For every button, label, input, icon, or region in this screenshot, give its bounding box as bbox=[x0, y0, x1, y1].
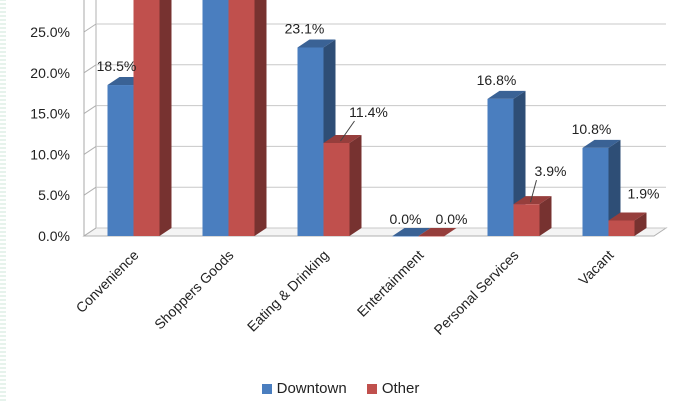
gridline-diagonal bbox=[83, 227, 97, 237]
bar-downtown-convenience bbox=[107, 85, 134, 236]
data-label: 0.0% bbox=[390, 211, 422, 227]
bar-downtown-personal-services bbox=[487, 98, 514, 236]
bar-downtown-shoppers-goods bbox=[202, 0, 229, 236]
x-axis-categories: Convenience Shoppers Goods Eating & Drinki… bbox=[73, 247, 617, 338]
legend-label-downtown: Downtown bbox=[276, 380, 347, 397]
bar-top bbox=[392, 228, 431, 236]
data-label: 23.1% bbox=[285, 21, 325, 37]
x-category-label: Convenience bbox=[73, 247, 142, 316]
y-tick-label: 20.0% bbox=[30, 65, 70, 81]
y-tick-label: 10.0% bbox=[30, 146, 70, 162]
data-label: 10.8% bbox=[572, 121, 612, 137]
bar-top bbox=[608, 212, 647, 221]
gridline-diagonal bbox=[83, 145, 97, 155]
bar-side bbox=[159, 0, 172, 236]
bar-other-shoppers-goods bbox=[228, 0, 255, 236]
gridline-diagonal bbox=[83, 105, 97, 115]
bars bbox=[107, 0, 647, 237]
y-tick-label: 15.0% bbox=[30, 106, 70, 122]
y-axis: 0.0%5.0%10.0%15.0%20.0%25.0%30.0%35.0%40… bbox=[30, 0, 85, 244]
bar-top bbox=[513, 196, 552, 205]
data-label: 1.9% bbox=[628, 185, 660, 201]
x-category-label: Shoppers Goods bbox=[151, 247, 237, 333]
y-tick-label: 5.0% bbox=[38, 187, 70, 203]
legend-swatch-other bbox=[366, 383, 377, 394]
x-category-label: Personal Services bbox=[431, 247, 522, 338]
bar-side bbox=[349, 134, 362, 236]
bar-top bbox=[582, 139, 621, 148]
bar-other-eating-drinking bbox=[323, 142, 350, 236]
y-tick-label: 25.0% bbox=[30, 24, 70, 40]
gridline-diagonal bbox=[83, 186, 97, 196]
bar-other-vacant bbox=[608, 220, 635, 236]
bar-side bbox=[608, 139, 621, 236]
data-label: 16.8% bbox=[477, 72, 517, 88]
data-label: 18.5% bbox=[97, 58, 137, 74]
bar-top bbox=[297, 39, 336, 48]
bar-top bbox=[418, 228, 457, 236]
leader-line bbox=[340, 120, 355, 142]
floor bbox=[82, 227, 668, 237]
legend-item-downtown: Downtown bbox=[261, 380, 347, 397]
bar-other-personal-services bbox=[513, 204, 540, 236]
x-category-label: Eating & Drinking bbox=[244, 247, 332, 335]
x-category-label: Entertainment bbox=[354, 247, 427, 320]
leader-line bbox=[530, 180, 537, 203]
gridline-diagonal bbox=[83, 23, 97, 33]
legend-item-other: Other bbox=[366, 380, 420, 397]
legend: Downtown Other bbox=[0, 380, 681, 398]
bar-downtown-entertainment bbox=[392, 236, 419, 237]
bar-other-convenience bbox=[133, 0, 160, 237]
left-edge-decoration bbox=[0, 0, 6, 401]
data-label: 0.0% bbox=[436, 211, 468, 227]
gridline-diagonal bbox=[83, 64, 97, 74]
data-label: 11.4% bbox=[349, 104, 388, 120]
bar-top bbox=[487, 90, 526, 99]
legend-swatch-downtown bbox=[261, 383, 272, 394]
y-tick-label: 0.0% bbox=[38, 228, 70, 244]
x-category-label: Vacant bbox=[575, 247, 616, 288]
bar-side bbox=[634, 212, 647, 236]
data-labels: 18.5%33.7%30.7%49.1%23.1%11.4%0.0%0.0%16… bbox=[97, 21, 660, 227]
bar-side bbox=[539, 196, 552, 236]
legend-label-other: Other bbox=[381, 380, 420, 397]
bar-downtown-eating-drinking bbox=[297, 47, 324, 237]
bar-other-entertainment bbox=[418, 236, 445, 237]
data-label: 3.9% bbox=[535, 163, 567, 179]
bar-downtown-vacant bbox=[582, 147, 609, 236]
bar-side bbox=[254, 0, 267, 236]
